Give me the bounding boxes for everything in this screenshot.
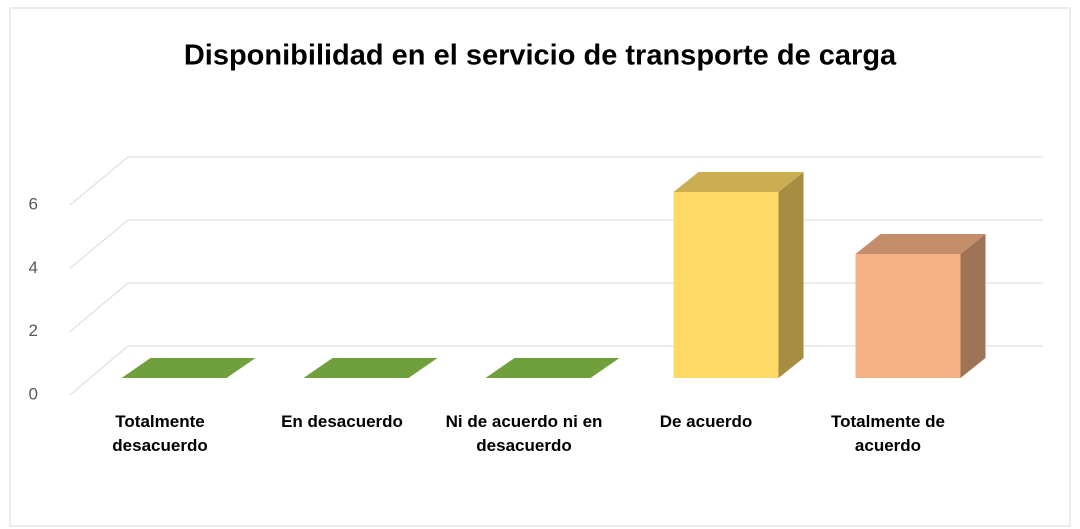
bar [485, 358, 620, 378]
y-tick-label: 6 [29, 194, 38, 213]
bar-top [855, 234, 986, 254]
bar-top [121, 358, 256, 378]
x-tick-label: Totalmente desacuerdo [112, 412, 208, 455]
grid-line [69, 282, 129, 333]
grid-line [69, 156, 129, 206]
bar-front [855, 254, 961, 378]
grid-line [69, 219, 129, 269]
bar-front [673, 192, 779, 378]
bar [855, 234, 986, 378]
bar [303, 358, 438, 378]
x-tick-label: Ni de acuerdo ni en desacuerdo [445, 412, 603, 455]
chart-title: Disponibilidad en el servicio de transpo… [184, 40, 897, 72]
x-tick-label: De acuerdo [659, 412, 753, 431]
y-tick-label: 2 [29, 321, 38, 340]
bar-side [960, 234, 986, 378]
bar-top [303, 358, 438, 378]
bar-top [485, 358, 620, 378]
bar [673, 172, 804, 378]
grid-line [69, 345, 129, 396]
bar-top [673, 172, 804, 192]
x-tick-label: Totalmente de acuerdo [831, 412, 945, 455]
y-tick-label: 0 [29, 384, 38, 403]
bar-side [778, 172, 804, 378]
bar [121, 358, 256, 378]
y-tick-label: 4 [29, 258, 38, 277]
x-tick-label: En desacuerdo [281, 412, 403, 431]
